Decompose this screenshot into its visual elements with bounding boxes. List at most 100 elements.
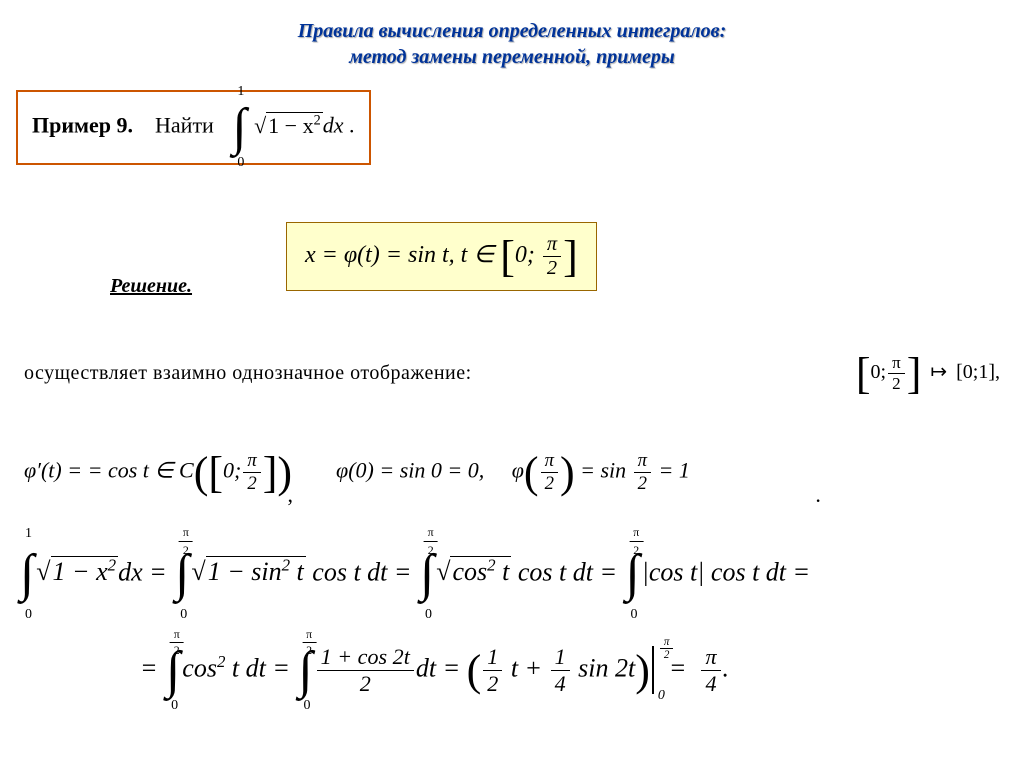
term1-after: t + [511, 653, 542, 682]
mapping-text: осуществляет взаимно однозначное отображ… [24, 362, 472, 385]
int-1: 1 ∫ 0 [20, 538, 34, 611]
example-integral: 1 ∫ 0 [232, 98, 246, 157]
int-lower: 0 [303, 698, 310, 714]
open-paren-icon: ( [524, 447, 539, 498]
frac-den: 2 [634, 473, 651, 495]
phi-half-lhs: φ [512, 458, 524, 483]
eval-bar: π2 0 [652, 646, 654, 694]
frac-num: π [888, 353, 905, 374]
integral-icon: ∫ [175, 538, 189, 611]
example-box: Пример 9. Найти 1 ∫ 0 1 − x2dx . [16, 90, 371, 165]
int-lower: 0 [631, 605, 638, 625]
rest: cos t dt [306, 557, 388, 586]
frac-num: π [541, 450, 558, 473]
root-pre: cos [452, 557, 487, 586]
close-paren-icon: ) [635, 645, 650, 696]
open-bracket-icon: [ [500, 231, 515, 282]
map-codomain: [0;1] [956, 361, 995, 383]
int4-body: |cos t| cos t dt = [642, 557, 810, 586]
frac-num: π [660, 636, 674, 649]
map-low: 0; [871, 361, 887, 383]
int-6: π2 ∫ 0 [298, 641, 312, 700]
eval-lower: 0 [658, 688, 665, 704]
integrand-base: 1 − x [268, 113, 313, 138]
title-line-1: Правила вычисления определенных интеграл… [298, 20, 727, 42]
cos-after: t dt [225, 653, 265, 682]
coef1-frac: 12 [483, 644, 502, 697]
int-lower: 0 [425, 605, 432, 625]
int-3: π2 ∫ 0 [420, 538, 434, 611]
integral-icon: ∫ [298, 641, 312, 700]
integrand-exp: 2 [314, 112, 321, 128]
subst-lhs: x = φ(t) = sin t [305, 242, 449, 268]
root-after: t [496, 557, 510, 586]
slide-title: Правила вычисления определенных интеграл… [0, 0, 1024, 70]
subst-interval-prefix: , t ∈ [449, 242, 495, 268]
dt: dt [416, 653, 436, 682]
phi-half-rhs-frac: π2 [634, 450, 651, 495]
term2-after: sin 2t [578, 653, 635, 682]
close-bracket-icon: ] [263, 447, 278, 498]
sqrt-3: cos2 t [436, 554, 511, 591]
frac-den: 2 [888, 374, 905, 394]
integral-icon: ∫ [232, 98, 246, 157]
comma: , [995, 361, 1000, 383]
integral-icon: ∫ [20, 538, 34, 611]
int-lower: 0 [180, 605, 187, 625]
phi-half-mid: = sin [580, 458, 626, 483]
frac-num: 1 [551, 644, 570, 671]
frac-den: 4 [701, 671, 720, 697]
diff: dx [118, 557, 143, 586]
example-diff: dx [323, 113, 344, 138]
int-2: π2 ∫ 0 [175, 538, 189, 611]
mapping-expr: [0;π2] ↦ [0;1], [856, 348, 1000, 399]
integral-chain-1: 1 ∫ 0 1 − x2dx = π2 ∫ 0 1 − sin2 t cos t… [0, 538, 1024, 611]
frac-num: 1 + cos 2t [317, 644, 414, 671]
integral-chain-2: = π2 ∫ 0 cos2 t dt = π2 ∫ 0 1 + cos 2t2d… [0, 641, 1024, 700]
frac-den: 2 [541, 473, 558, 495]
root-exp: 2 [108, 556, 116, 575]
frac-den: 2 [660, 649, 674, 661]
period: . [815, 482, 821, 507]
frac-num: π [634, 450, 651, 473]
frac-den: 2 [543, 257, 561, 280]
phi-half-end: = 1 [659, 458, 690, 483]
subst-low: 0; [515, 242, 535, 268]
close-bracket-icon: ] [563, 231, 578, 282]
integral-icon: ∫ [420, 538, 434, 611]
coef2-frac: 14 [551, 644, 570, 697]
map-high-frac: π2 [888, 353, 905, 394]
substitution-box: x = φ(t) = sin t, t ∈ [0; π2] [286, 222, 597, 291]
open-paren-icon: ( [194, 447, 209, 498]
sqrt-2: 1 − sin2 t [191, 554, 305, 591]
int-lower: 0 [237, 155, 244, 171]
integral-icon: ∫ [625, 538, 639, 611]
open-paren-icon: ( [467, 645, 482, 696]
half-angle-frac: 1 + cos 2t2 [317, 644, 414, 697]
eval-upper: π2 [658, 636, 676, 661]
C-high-frac: π2 [243, 450, 260, 495]
subst-high-frac: π2 [543, 233, 561, 280]
frac-num: 1 [483, 644, 502, 671]
cos-pre: cos [182, 653, 217, 682]
example-sqrt: 1 − x2 [254, 112, 323, 138]
title-line-2: метод замены переменной, примеры [349, 46, 675, 68]
result-frac: π4 [701, 644, 720, 697]
int-5: π2 ∫ 0 [166, 641, 180, 700]
frac-den: 2 [483, 671, 502, 697]
root-exp: 2 [282, 556, 290, 575]
phi-derivative-line: φ′(t) = = cos t ∈ C([0;π2]) , φ(0) = sin… [0, 447, 1024, 498]
open-bracket-icon: [ [856, 348, 871, 399]
close-bracket-icon: ] [907, 348, 922, 399]
sqrt-1: 1 − x2 [36, 554, 118, 591]
root-exp: 2 [487, 556, 495, 575]
phi-deriv: φ′(t) = = cos t ∈ C [24, 458, 194, 483]
comma: , [288, 482, 294, 507]
C-low: 0; [223, 458, 241, 483]
frac-num: π [243, 450, 260, 473]
example-label: Пример 9. [32, 113, 133, 138]
frac-den: 2 [243, 473, 260, 495]
root-after: t [290, 557, 304, 586]
solution-label: Решение. [110, 275, 192, 298]
integral-icon: ∫ [166, 641, 180, 700]
